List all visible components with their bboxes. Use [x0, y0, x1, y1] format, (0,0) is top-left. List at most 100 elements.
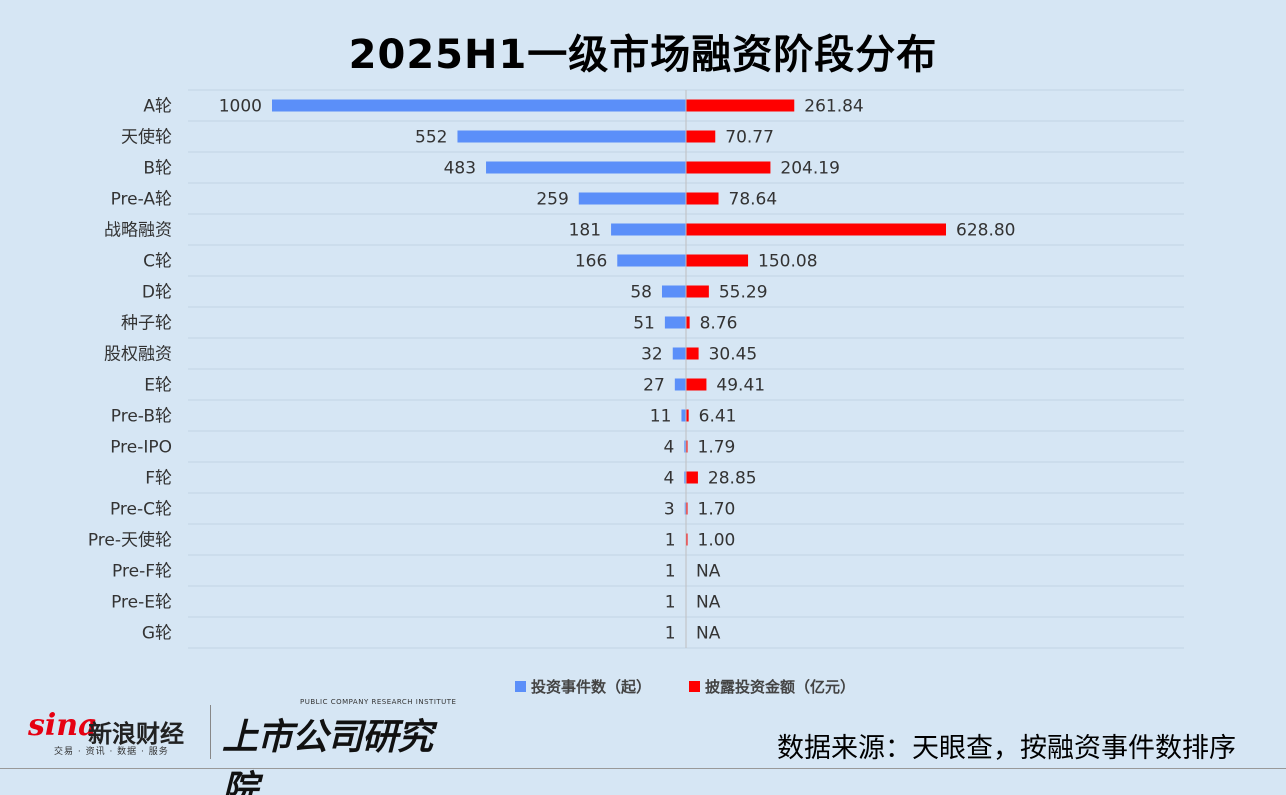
- category-label: E轮: [144, 376, 172, 396]
- category-label: 天使轮: [121, 127, 172, 148]
- legend-swatch-amount: [689, 681, 700, 692]
- legend-label-count: 投资事件数（起）: [530, 678, 651, 696]
- bar-investment-amount: [686, 161, 771, 174]
- data-label-event-count: 1: [665, 624, 676, 644]
- data-label-investment-amount: 49.41: [716, 376, 765, 396]
- data-label-event-count: 552: [415, 128, 447, 148]
- legend-swatch-count: [514, 681, 526, 692]
- data-label-investment-amount: 6.41: [699, 407, 737, 427]
- bar-investment-amount: [686, 192, 719, 205]
- sina-logo-name: 新浪财经: [88, 720, 184, 748]
- category-label: B轮: [143, 159, 172, 179]
- bar-investment-amount: [686, 409, 689, 422]
- data-label-investment-amount: 1.79: [698, 438, 736, 458]
- sina-logo-tagline: 交易 · 资讯 · 数据 · 服务: [54, 747, 169, 757]
- data-label-event-count: 1: [665, 593, 676, 613]
- institute-logo: PUBLIC COMPANY RESEARCH INSTITUTE 上市公司研究…: [222, 698, 462, 795]
- sina-finance-logo: sina 新浪财经 交易 · 资讯 · 数据 · 服务: [26, 706, 206, 758]
- bar-investment-amount: [686, 99, 795, 112]
- category-label: Pre-F轮: [112, 562, 172, 582]
- bar-event-count: [672, 347, 686, 360]
- bar-event-count: [272, 99, 686, 112]
- data-label-investment-amount: 30.45: [709, 345, 758, 365]
- data-label-investment-amount: 78.64: [729, 190, 778, 210]
- legend-label-amount: 披露投资金额（亿元）: [705, 678, 856, 696]
- data-label-investment-amount: 55.29: [719, 283, 768, 303]
- category-label: C轮: [143, 252, 172, 272]
- bar-investment-amount: [686, 471, 698, 484]
- bar-event-count: [661, 285, 686, 298]
- data-label-investment-amount: 70.77: [725, 128, 774, 148]
- diverging-bar-chart: A轮 1000 261.84 天使轮 552 70.77 B轮 483 204.19 Pre-A轮…: [88, 89, 1184, 649]
- bar-event-count: [457, 130, 686, 143]
- bar-event-count: [681, 409, 686, 422]
- data-label-event-count: 166: [575, 252, 607, 272]
- category-label: 股权融资: [104, 345, 172, 365]
- data-label-event-count: 181: [569, 221, 601, 241]
- bar-event-count: [684, 502, 686, 515]
- sina-logo-word: sina: [28, 708, 98, 743]
- category-label: Pre-A轮: [111, 190, 172, 210]
- category-label: Pre-天使轮: [88, 530, 172, 551]
- data-label-investment-amount: NA: [696, 593, 721, 613]
- category-label: F轮: [145, 469, 172, 489]
- bar-event-count: [486, 161, 686, 174]
- data-source-note: 数据来源：天眼查，按融资事件数排序: [777, 733, 1236, 764]
- data-label-event-count: 1: [665, 562, 676, 582]
- bar-investment-amount: [686, 347, 699, 360]
- bar-investment-amount: [686, 378, 707, 391]
- bar-investment-amount: [686, 223, 946, 236]
- data-label-investment-amount: NA: [696, 562, 721, 582]
- category-label: Pre-IPO: [110, 438, 172, 458]
- chart-title: 2025H1一级市场融资阶段分布: [348, 32, 938, 78]
- data-label-event-count: 1000: [219, 97, 262, 117]
- category-label: Pre-B轮: [111, 407, 172, 427]
- bar-investment-amount: [686, 316, 690, 329]
- bar-event-count: [611, 223, 686, 236]
- data-label-event-count: 4: [664, 438, 675, 458]
- data-label-investment-amount: 628.80: [956, 221, 1015, 241]
- data-label-event-count: 3: [664, 500, 675, 520]
- legend: 投资事件数（起） 披露投资金额（亿元）: [0, 676, 1286, 697]
- data-label-event-count: 58: [630, 283, 652, 303]
- category-label: D轮: [142, 283, 172, 303]
- data-label-investment-amount: 8.76: [700, 314, 738, 334]
- legend-item-amount: 披露投资金额（亿元）: [689, 676, 855, 697]
- bar-event-count: [664, 316, 686, 329]
- data-label-investment-amount: 1.00: [698, 531, 736, 551]
- bar-event-count: [674, 378, 686, 391]
- category-label: Pre-E轮: [111, 593, 172, 613]
- data-label-investment-amount: 261.84: [804, 97, 863, 117]
- data-label-investment-amount: 28.85: [708, 469, 757, 489]
- institute-logo-en: PUBLIC COMPANY RESEARCH INSTITUTE: [300, 698, 457, 706]
- data-label-event-count: 1: [665, 531, 676, 551]
- bar-investment-amount: [686, 533, 688, 546]
- data-label-event-count: 51: [633, 314, 655, 334]
- bar-event-count: [684, 440, 686, 453]
- category-label: A轮: [143, 97, 172, 117]
- data-label-investment-amount: 150.08: [758, 252, 817, 272]
- bar-investment-amount: [686, 285, 709, 298]
- bar-event-count: [617, 254, 686, 267]
- data-label-investment-amount: NA: [696, 624, 721, 644]
- data-label-event-count: 483: [444, 159, 476, 179]
- bar-investment-amount: [686, 502, 688, 515]
- data-label-event-count: 259: [536, 190, 568, 210]
- bar-investment-amount: [686, 440, 688, 453]
- bar-investment-amount: [686, 130, 716, 143]
- bar-event-count: [578, 192, 686, 205]
- category-label: G轮: [142, 624, 172, 644]
- logo-divider: [210, 705, 211, 759]
- data-label-investment-amount: 204.19: [780, 159, 839, 179]
- footer-divider: [0, 768, 1286, 769]
- institute-logo-cn: 上市公司研究院: [222, 717, 433, 795]
- data-label-event-count: 11: [650, 407, 672, 427]
- category-label: 战略融资: [104, 221, 172, 241]
- data-label-event-count: 27: [643, 376, 665, 396]
- legend-item-count: 投资事件数（起）: [514, 676, 651, 697]
- category-label: 种子轮: [121, 314, 172, 334]
- bar-investment-amount: [686, 254, 749, 267]
- bar-event-count: [684, 471, 686, 484]
- category-label: Pre-C轮: [110, 500, 172, 520]
